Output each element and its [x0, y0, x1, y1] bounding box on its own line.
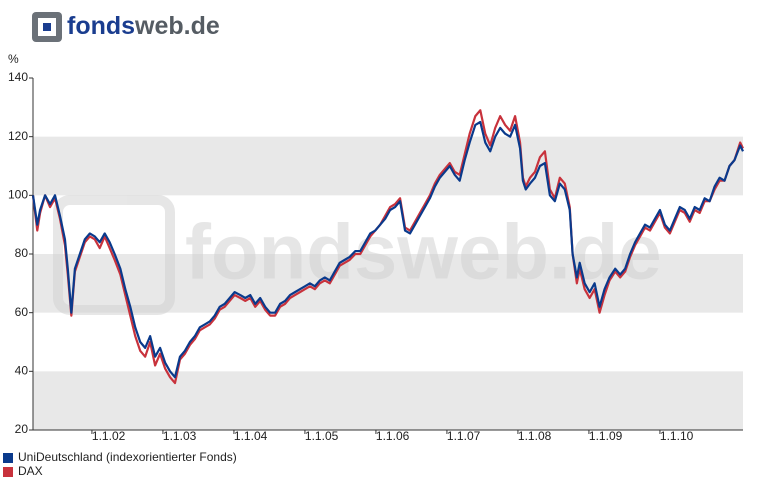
band	[33, 371, 743, 430]
y-tick-label: 120	[8, 129, 28, 143]
legend-label: UniDeutschland (indexorientierter Fonds)	[18, 450, 237, 464]
x-tick-label: 1.1.09	[589, 429, 623, 443]
logo-text: fondsweb.de	[67, 12, 220, 40]
y-tick-label: 20	[15, 422, 29, 436]
legend-swatch	[3, 453, 13, 463]
legend-swatch	[3, 467, 13, 477]
y-tick-label: 140	[8, 70, 28, 84]
y-unit: %	[8, 52, 19, 66]
y-tick-label: 80	[15, 246, 29, 260]
series-line	[31, 120, 744, 379]
series-line	[31, 109, 744, 385]
watermark-icon	[53, 195, 175, 315]
band	[33, 136, 743, 196]
logo: fondsweb.de	[32, 12, 220, 42]
y-tick-label: 40	[15, 364, 29, 378]
logo-suffix: web.de	[134, 12, 220, 40]
logo-icon-core	[43, 23, 51, 31]
x-tick-label: 1.1.04	[234, 429, 268, 443]
watermark-text: fondsweb.de	[185, 208, 662, 296]
x-tick-label: 1.1.06	[376, 429, 410, 443]
x-tick-label: 1.1.07	[447, 429, 481, 443]
logo-brand: fonds	[67, 12, 135, 40]
x-tick-label: 1.1.08	[518, 429, 552, 443]
x-tick-label: 1.1.02	[92, 429, 126, 443]
y-tick-label: 60	[15, 305, 29, 319]
x-tick-label: 1.1.05	[305, 429, 339, 443]
band	[33, 254, 743, 313]
x-tick-label: 1.1.03	[163, 429, 197, 443]
y-tick-label: 100	[8, 188, 28, 202]
x-tick-label: 1.1.10	[660, 429, 694, 443]
legend-label: DAX	[18, 464, 43, 478]
